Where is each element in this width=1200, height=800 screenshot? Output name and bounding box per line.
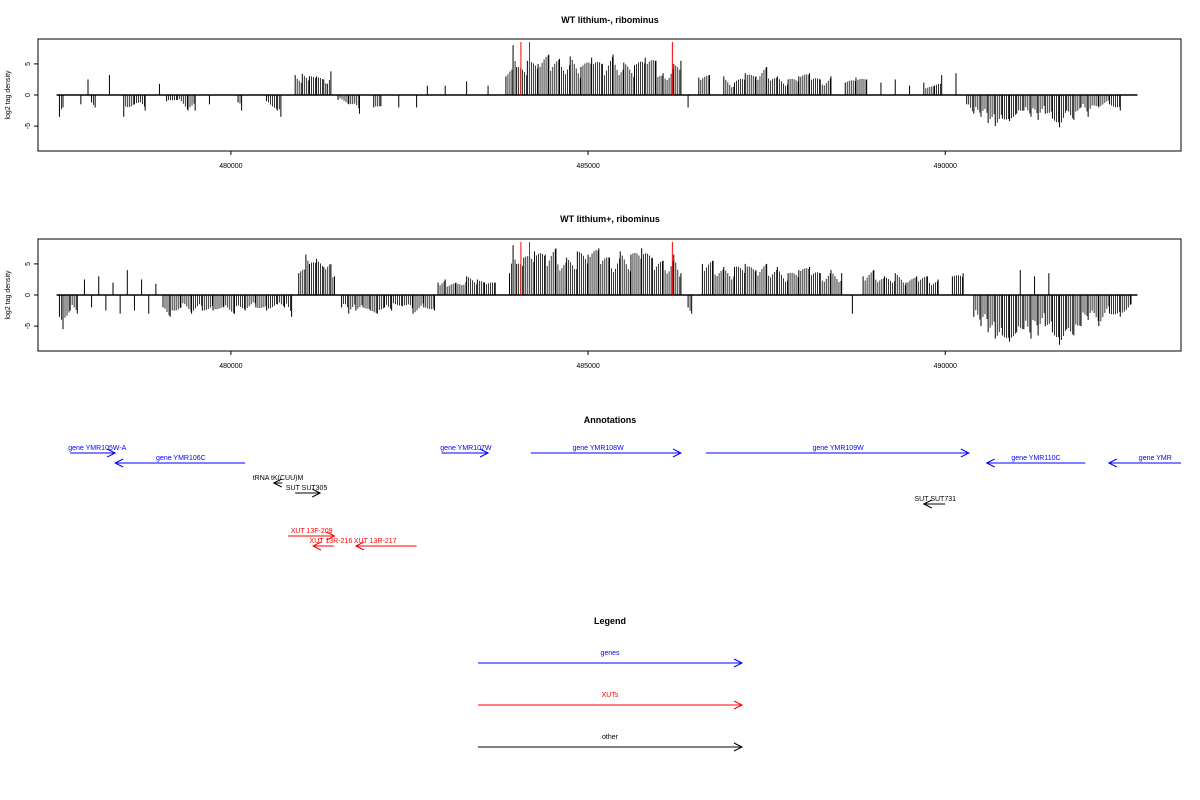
legend-title: Legend	[594, 616, 626, 626]
plot-area: -5 0 5 480000 485000 490000	[25, 42, 1138, 170]
feature-arrowhead	[272, 478, 282, 488]
feature-label: SUT SUT731	[915, 496, 957, 503]
legend: Legend genes XUTs other	[478, 616, 744, 752]
feature-label: gene YMR108W	[572, 445, 624, 452]
y-axis-label: log2 tag density	[5, 270, 12, 320]
annotations-title: Annotations	[584, 415, 637, 425]
plot-area: -5 0 5 480000 485000 490000	[25, 242, 1138, 370]
annotation-features: gene YMR105W-A gene YMR106C tRNA tK(CUU)M S…	[68, 445, 1181, 551]
feature-arrowhead	[960, 448, 970, 458]
feature-arrowhead	[106, 448, 117, 458]
legend-items: genes XUTs other	[478, 650, 744, 752]
panel-lithium-minus: WT lithium-, ribominus log2 tag density …	[5, 15, 1182, 170]
feature-arrowhead	[354, 541, 365, 551]
feature-label: gene YMR109W	[812, 445, 864, 452]
y-tick-label: -5	[25, 123, 32, 129]
y-axis-label: log2 tag density	[5, 70, 12, 120]
x-tick-label: 490000	[934, 363, 957, 370]
feature-arrowhead	[985, 458, 995, 468]
feature-arrowhead	[311, 488, 322, 498]
panel-title: WT lithium+, ribominus	[560, 214, 660, 224]
panel-title: WT lithium-, ribominus	[561, 15, 659, 25]
legend-label: XUTs	[602, 692, 619, 699]
feature-arrowhead	[311, 541, 322, 551]
feature-label: XUT 13F-209	[291, 528, 333, 535]
legend-arrowhead	[733, 742, 744, 752]
x-tick-label: 480000	[219, 363, 242, 370]
x-tick-label: 485000	[576, 363, 599, 370]
annotations-track: Annotations gene YMR105W-A gene YMR106C tR…	[68, 415, 1181, 551]
feature-label: tRNA tK(CUU)M	[253, 475, 304, 482]
feature-label: gene YMR110C	[1011, 455, 1060, 462]
legend-label: genes	[600, 650, 620, 657]
feature-label: XUT 13R-216	[310, 538, 353, 545]
x-tick-label: 485000	[576, 163, 599, 170]
feature-arrowhead	[326, 531, 336, 541]
feature-arrowhead	[479, 448, 490, 458]
feature-arrowhead	[1107, 458, 1118, 468]
panel-lithium-plus: WT lithium+, ribominus log2 tag density …	[5, 214, 1182, 370]
feature-arrowhead	[672, 448, 683, 458]
feature-label: gene YMR	[1139, 455, 1172, 462]
legend-arrowhead	[733, 700, 744, 710]
feature-label: gene YMR105W-A	[68, 445, 126, 452]
feature-label: SUT SUT305	[286, 485, 328, 492]
legend-arrowhead	[733, 658, 744, 668]
y-tick-label: 0	[25, 293, 32, 297]
x-tick-label: 480000	[219, 163, 242, 170]
x-tick-label: 490000	[934, 163, 957, 170]
feature-label: XUT 13R-217	[354, 538, 397, 545]
feature-arrowhead	[922, 499, 933, 509]
feature-label: gene YMR106C	[156, 455, 206, 462]
legend-label: other	[602, 734, 619, 741]
feature-label: gene YMR107W	[440, 445, 492, 452]
feature-arrowhead	[114, 458, 124, 468]
y-tick-label: -5	[25, 323, 32, 329]
y-tick-label: 5	[25, 62, 32, 66]
y-tick-label: 0	[25, 93, 32, 97]
y-tick-label: 5	[25, 262, 32, 266]
